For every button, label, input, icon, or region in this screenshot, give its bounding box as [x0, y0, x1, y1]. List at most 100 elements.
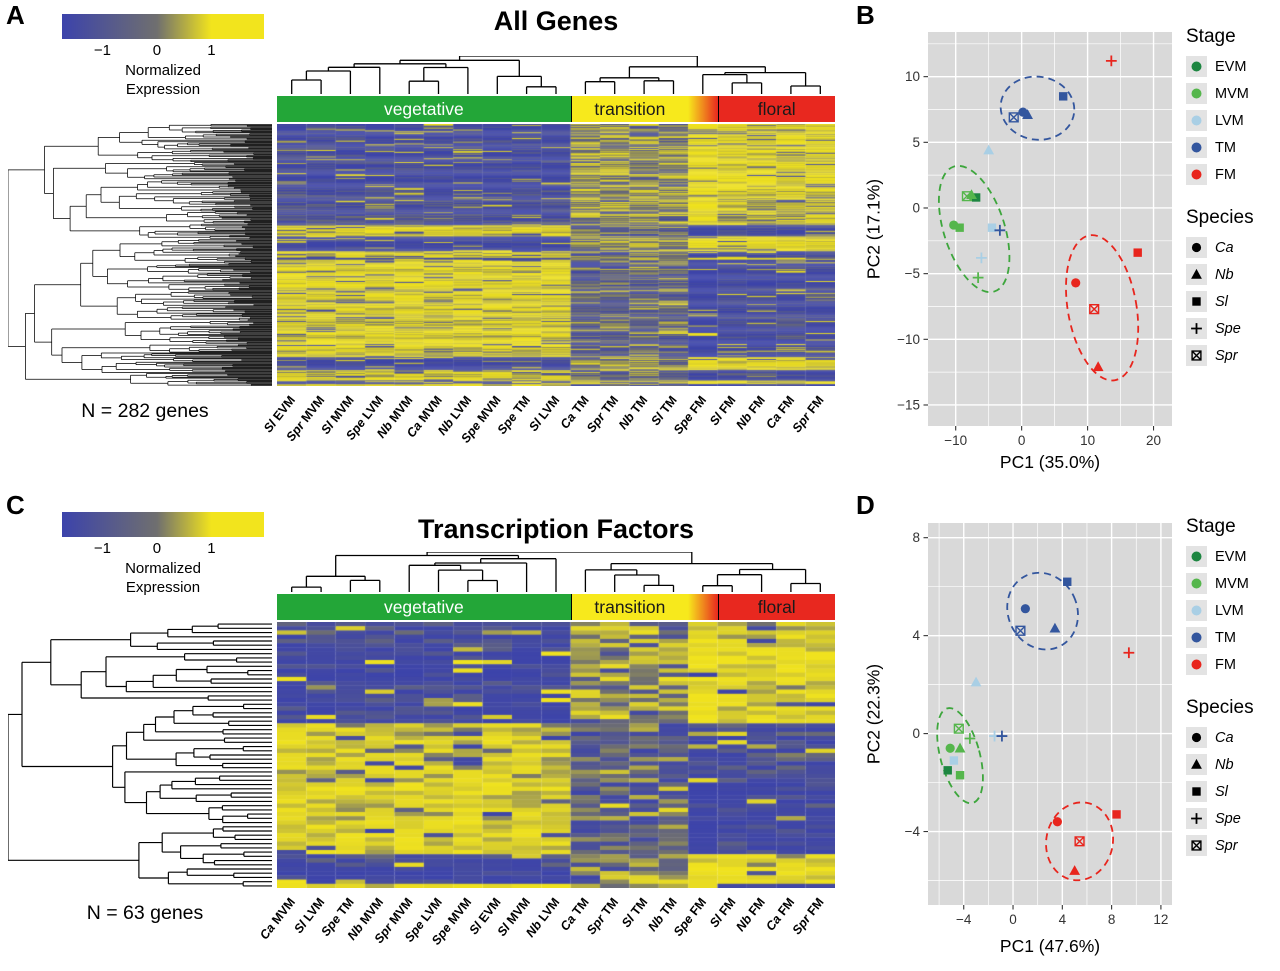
x-tick-label: 0 — [1009, 912, 1017, 927]
n-genes-c: N = 63 genes — [86, 902, 204, 924]
legend-stage-FM: FM — [1186, 654, 1280, 675]
pca-point-Spr-TM — [1015, 625, 1026, 636]
stage-group-bar-c: vegetative transition floral — [277, 594, 835, 620]
legend-species-Spr-label: Spr — [1215, 347, 1238, 364]
column-dendrogram-a — [291, 56, 821, 94]
column-label-Sl-LVM: Sl LVM — [526, 393, 562, 434]
marker-boxed-x — [1191, 350, 1202, 361]
pca-point-Spe-TM — [996, 730, 1008, 742]
legend-stage-TM-label: TM — [1215, 629, 1236, 646]
pca-point-Spe-FM — [1123, 647, 1135, 659]
pca-point-Nb-MVM — [954, 742, 966, 753]
column-label-Spr-TM: Spr TM — [584, 393, 621, 435]
marker-boxed-x — [1191, 840, 1202, 851]
legend-stage-EVM-label: EVM — [1215, 548, 1247, 565]
colorbar-a-tick-1: 1 — [207, 42, 216, 59]
legend-species-Ca-icon — [1186, 727, 1207, 748]
pca-point-Spr-FM — [1074, 836, 1085, 847]
legend-species-Nb: Nb — [1186, 264, 1280, 285]
legend-species-Sl-icon — [1186, 291, 1207, 312]
pca-d-ylabel: PC2 (22.3%) — [863, 663, 884, 765]
legend-species-Ca-label: Ca — [1215, 239, 1234, 256]
pca-point-Sl-FM — [1133, 248, 1142, 257]
legend-stage-MVM-icon — [1186, 573, 1207, 594]
colorbar-c-tick-1: 1 — [207, 540, 216, 557]
colorbar-a-label-line2: Expression — [125, 81, 201, 98]
stage-group-label: vegetative — [383, 98, 464, 119]
row-dendrogram-c — [8, 623, 272, 887]
stage-group-label: floral — [757, 596, 796, 617]
panel-d-letter: D — [856, 490, 875, 520]
x-tick-label: 12 — [1153, 912, 1168, 927]
panel-a-letter: A — [6, 0, 25, 30]
pca-b-ylabel: PC2 (17.1%) — [863, 178, 884, 280]
heatmap-c-title: Transcription Factors — [417, 514, 695, 544]
pca-point-Nb-FM — [1069, 865, 1081, 875]
legend-stage-FM-icon — [1186, 654, 1207, 675]
dendrogram-path — [8, 623, 272, 887]
pca-point-Sl-MVM — [955, 771, 965, 780]
pca-point-Spr-FM — [1089, 304, 1100, 315]
legend-stage-LVM-icon — [1186, 110, 1207, 131]
stage-group-label: transition — [594, 98, 666, 119]
column-label-Nb-FM: Nb FM — [733, 895, 768, 934]
legend-species-Ca: Ca — [1186, 727, 1280, 748]
column-label-Spr-FM: Spr FM — [790, 393, 827, 435]
legend-species-Spr-icon — [1186, 345, 1207, 366]
pca-point-Ca-FM — [1052, 817, 1062, 827]
colorbar-c-gradient — [62, 512, 264, 537]
column-label-Nb-TM: Nb TM — [616, 393, 651, 432]
legend-stage-MVM-label: MVM — [1215, 575, 1249, 592]
stage-group-vegetative: vegetative — [277, 96, 571, 122]
pca-b-xlabel: PC1 (35.0%) — [999, 452, 1101, 472]
stage-group-label: transition — [594, 596, 666, 617]
legend-stage-EVM-icon — [1186, 56, 1207, 77]
legend-stage-EVM: EVM — [1186, 56, 1280, 77]
colorbar-c-label-line1: Normalized — [125, 560, 201, 577]
y-tick-label: 4 — [912, 628, 920, 643]
legend-stage-TM-icon — [1186, 137, 1207, 158]
marker-plus — [1191, 323, 1202, 334]
colorbar-c-label-line2: Expression — [125, 579, 201, 596]
pca-point-Nb-TM — [1049, 622, 1061, 633]
y-tick-label: 0 — [912, 200, 920, 215]
legend-species-Sl-icon — [1186, 781, 1207, 802]
marker-square — [1192, 787, 1201, 796]
plot-background — [928, 32, 1172, 426]
legend-species-Ca-icon — [1186, 237, 1207, 258]
legend-species-Ca-label: Ca — [1215, 729, 1234, 746]
marker-square — [1192, 297, 1201, 306]
colorbar-a-gradient — [62, 14, 264, 39]
legend-d: Stage EVM MVM LVM TM FM Species Ca Nb Sl Spe Spr — [1186, 516, 1280, 862]
y-tick-label: 5 — [912, 135, 920, 150]
legend-species-title: Species — [1186, 697, 1254, 718]
pca-point-Spe-MVM — [964, 733, 976, 744]
legend-species-Spr-label: Spr — [1215, 837, 1238, 854]
legend-stage-FM-label: FM — [1215, 656, 1236, 673]
x-tick-label: 8 — [1108, 912, 1116, 927]
colorbar-a-tick-0: 0 — [152, 42, 162, 59]
legend-species-Spe-icon — [1186, 318, 1207, 339]
pca-point-Sl-LVM — [987, 223, 997, 232]
pca-point-Sl-EVM — [971, 193, 981, 202]
legend-species-Spe-label: Spe — [1215, 810, 1241, 827]
y-tick-label: −4 — [905, 824, 921, 839]
legend-stage-TM: TM — [1186, 137, 1280, 158]
x-tick-label: −10 — [944, 433, 967, 448]
legend-stage-TM: TM — [1186, 627, 1280, 648]
pca-point-Nb-LVM — [983, 144, 995, 155]
legend-species-Spr-icon — [1186, 835, 1207, 856]
pca-point-Ca-FM — [1071, 278, 1081, 288]
pca-point-Sl-MVM — [955, 223, 964, 232]
colorbar-a-ticks: −1 0 1 — [62, 42, 264, 59]
column-label-Ca-MVM: Ca MVM — [257, 895, 298, 942]
pca-point-Spe-TM — [994, 224, 1006, 236]
legend-stage-MVM-icon — [1186, 83, 1207, 104]
pca-point-Nb-LVM — [970, 676, 982, 687]
pca-point-Spe-MVM — [972, 272, 984, 283]
legend-stage-title: Stage — [1186, 26, 1236, 47]
cluster-ellipse-vegetative — [937, 164, 1011, 294]
legend-stage-LVM-icon — [1186, 600, 1207, 621]
legend-species-Spe: Spe — [1186, 808, 1280, 829]
